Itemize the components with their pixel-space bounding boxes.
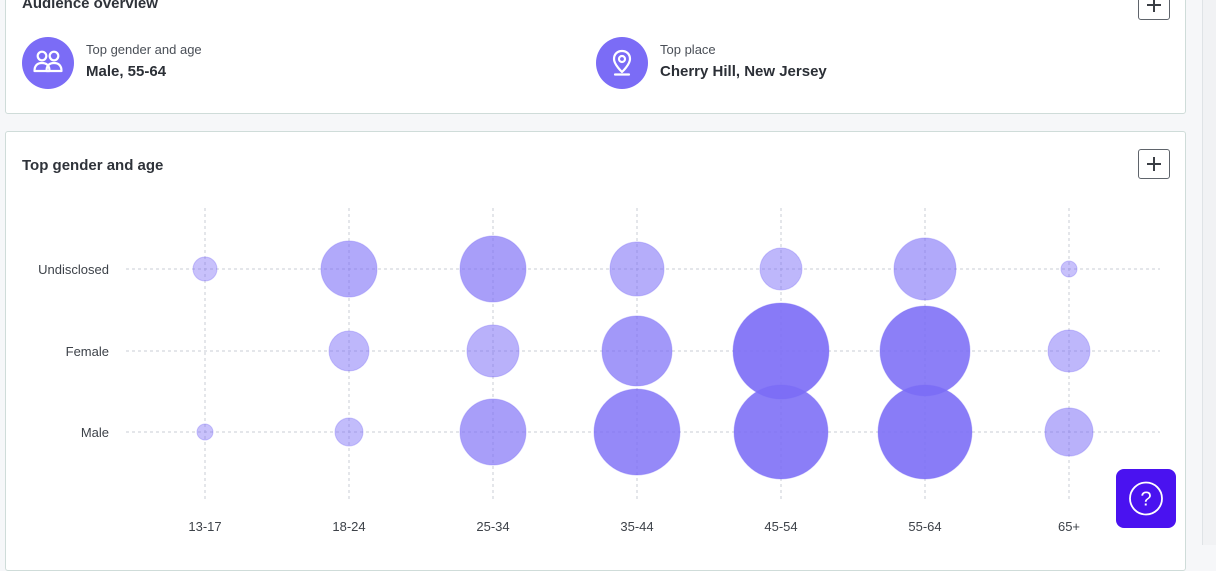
people-icon (33, 50, 63, 73)
bubble-male-13-17[interactable] (196, 423, 214, 441)
bubble-male-55-64[interactable] (877, 384, 973, 480)
y-tick-label-undisclosed: Undisclosed (38, 262, 109, 277)
x-tick-label-13-17: 13-17 (188, 519, 221, 534)
svg-text:?: ? (1140, 489, 1151, 511)
help-button[interactable]: ? (1116, 469, 1176, 528)
chart-bubbles (192, 235, 1094, 480)
y-tick-label-male: Male (81, 425, 109, 440)
bubble-undisclosed-35-44[interactable] (609, 241, 665, 297)
bubble-chart: 13-17 18-24 25-34 35-44 45-54 55-64 65+ Undiscl… (38, 208, 1160, 534)
bubble-male-45-54[interactable] (733, 384, 829, 480)
top-gender-label: Top gender and age (86, 42, 202, 57)
bubble-undisclosed-18-24[interactable] (320, 240, 378, 298)
bubble-female-25-34[interactable] (466, 324, 520, 378)
overview-add-button[interactable] (1138, 0, 1170, 20)
bubble-female-18-24[interactable] (328, 330, 370, 372)
bubble-female-55-64[interactable] (879, 305, 971, 397)
x-tick-label-45-54: 45-54 (764, 519, 797, 534)
bubble-female-35-44[interactable] (601, 315, 673, 387)
bubble-male-35-44[interactable] (593, 388, 681, 476)
bubble-male-65plus[interactable] (1044, 407, 1094, 457)
audience-overview-card: Audience overview Top gender and age Mal… (5, 0, 1186, 114)
y-tick-label-female: Female (66, 344, 109, 359)
x-tick-label-18-24: 18-24 (332, 519, 365, 534)
top-place-label: Top place (660, 42, 716, 57)
bubble-undisclosed-13-17[interactable] (192, 256, 218, 282)
right-scroll-rail (1202, 0, 1216, 545)
bubble-undisclosed-55-64[interactable] (893, 237, 957, 301)
x-tick-label-35-44: 35-44 (620, 519, 653, 534)
bubble-undisclosed-25-34[interactable] (459, 235, 527, 303)
bubble-male-18-24[interactable] (334, 417, 364, 447)
top-gender-age-card: Top gender and age 13-17 18-24 25-34 35-44 4… (5, 131, 1186, 571)
bubble-undisclosed-45-54[interactable] (759, 247, 803, 291)
x-tick-label-55-64: 55-64 (908, 519, 941, 534)
bubble-male-25-34[interactable] (459, 398, 527, 466)
question-icon: ? (1129, 481, 1163, 516)
chart-labels: 13-17 18-24 25-34 35-44 45-54 55-64 65+ Undiscl… (38, 262, 1080, 534)
chart-title: Top gender and age (22, 157, 164, 174)
x-tick-label-25-34: 25-34 (476, 519, 509, 534)
x-tick-label-65plus: 65+ (1058, 519, 1080, 534)
location-pin-icon (612, 49, 632, 76)
audience-overview-title: Audience overview (22, 0, 158, 12)
chart-add-button[interactable] (1138, 149, 1170, 179)
bubble-undisclosed-65plus[interactable] (1060, 260, 1078, 278)
bubble-female-65plus[interactable] (1047, 329, 1091, 373)
top-gender-value: Male, 55-64 (86, 63, 167, 80)
top-place-value: Cherry Hill, New Jersey (660, 63, 827, 80)
